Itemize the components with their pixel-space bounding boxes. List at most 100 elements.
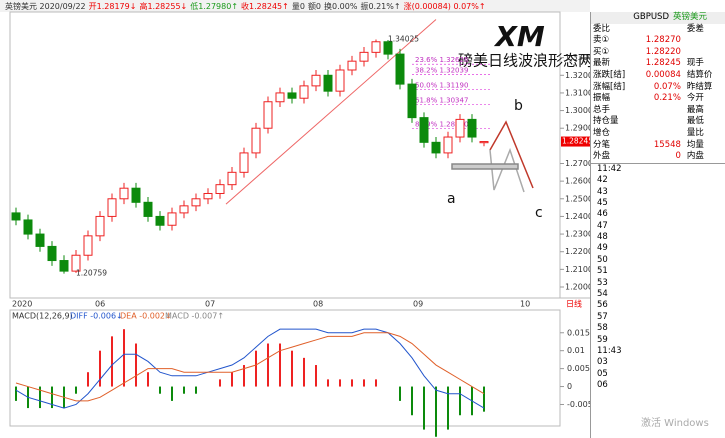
- trendline: [225, 19, 437, 205]
- header-amplitude: 振0.21%↑: [360, 1, 400, 11]
- candle-body: [131, 187, 141, 203]
- row-value: 1.28245: [645, 58, 681, 69]
- y-tick-label: 1.29000: [565, 124, 590, 133]
- tick-time: 48: [597, 232, 608, 243]
- candle-body: [167, 212, 177, 226]
- overlay-title: 磅美日线波浪形态两种路径: [458, 52, 590, 70]
- candle-body: [59, 260, 69, 272]
- candle-body: [467, 118, 477, 138]
- wave-label: a: [447, 191, 456, 207]
- quote-row: 增仓 量比: [591, 128, 725, 140]
- quote-row: 委比 委差: [591, 24, 725, 36]
- row-label: 最高: [686, 104, 704, 115]
- header-symbol_date: 英镑美元 2020/09/22: [5, 1, 86, 11]
- candle-body: [275, 92, 285, 103]
- header-turnover: 换0.00%: [324, 1, 358, 11]
- row-value: 0: [675, 151, 681, 162]
- y-tick-label: 1.22000: [565, 247, 590, 256]
- row-value: 0.21%: [653, 93, 681, 104]
- quote-row: 持仓量 最低: [591, 116, 725, 128]
- diff-line: [15, 328, 485, 409]
- candle-body: [11, 212, 21, 221]
- row-label: 现手: [686, 58, 704, 69]
- quote-row: 卖① 1.28270: [591, 35, 725, 47]
- tick-time: 46: [597, 209, 608, 220]
- row-value: 0.00084: [645, 69, 681, 80]
- candle-body: [359, 51, 369, 62]
- candle-body: [299, 85, 309, 99]
- chart-area: 英镑美元 2020/09/22 开1.28179↓ 高1.28255↓ 低1.2798…: [0, 0, 590, 437]
- quote-row: 总手 最高: [591, 105, 725, 117]
- candle-body: [311, 74, 321, 87]
- candle-body: [95, 215, 105, 237]
- row-value: 15548: [653, 139, 681, 150]
- header-low: 低1.27980↑: [190, 1, 238, 11]
- row-value: 1.28270: [645, 35, 681, 46]
- watermark: 激活 Windows: [641, 418, 709, 429]
- row-label: 振幅: [593, 93, 611, 104]
- path-grey: [489, 147, 525, 193]
- row-label: 总手: [593, 104, 611, 115]
- row-label: 结算价: [686, 69, 713, 80]
- tick-time: 45: [597, 197, 608, 208]
- row-label: 外盘: [593, 151, 611, 162]
- header-close: 收1.28245↑: [241, 1, 289, 11]
- header-change: 涨(0.00084) 0.07%↑: [404, 1, 486, 11]
- candle-body: [35, 233, 45, 247]
- last-price-tag: 1.28245: [562, 137, 590, 146]
- date-label: 07: [205, 300, 215, 309]
- y-tick-label: 1.30000: [565, 106, 590, 115]
- tick-list: 11:42 42 43 45 46 47 48 49 50 51 53 54 56 57 58 59 11:43…: [591, 162, 725, 392]
- low-label: 1.20759: [76, 269, 107, 278]
- candle-body: [83, 235, 93, 256]
- candle-body: [371, 41, 381, 53]
- row-label: 涨跌[结]: [593, 69, 626, 80]
- candle-body: [443, 136, 453, 154]
- row-label: 均量: [686, 139, 704, 150]
- candle-body: [287, 92, 297, 99]
- candle-body: [395, 53, 405, 85]
- wave-label: c: [535, 205, 543, 221]
- quote-row: 分笔 15548 均量: [591, 140, 725, 152]
- wave-label: b: [514, 98, 523, 114]
- y-tick-label: 0: [567, 382, 572, 391]
- row-label: 最低: [686, 116, 704, 127]
- row-label: 分笔: [593, 139, 611, 150]
- y-tick-label: 0.01: [567, 346, 585, 355]
- row-value: [632, 24, 681, 36]
- candle-body: [215, 184, 225, 194]
- diff-label: DIFF -0.006↓: [70, 312, 123, 321]
- y-tick-label: 1.27000: [565, 159, 590, 168]
- candle-body: [323, 74, 333, 92]
- tick-time: 03: [597, 357, 608, 368]
- row-label: 卖①: [593, 35, 610, 46]
- quote-row: 买① 1.28220: [591, 47, 725, 59]
- row-label: 量比: [686, 127, 704, 138]
- y-tick-label: -0.005: [567, 400, 590, 409]
- row-value: 0.07%: [653, 81, 681, 92]
- y-tick-label: 1.25000: [565, 194, 590, 203]
- tick-time: 47: [597, 220, 608, 231]
- candle-body: [479, 141, 489, 144]
- y-tick-label: 1.32000: [565, 71, 590, 80]
- row-label: [681, 35, 725, 47]
- candle-body: [455, 118, 465, 138]
- tick-time: 54: [597, 289, 608, 300]
- quote-panel: GBPUSD 英镑美元 委比 委差 卖① 1.28270 买① 1.28220 最新 1.282…: [590, 12, 725, 438]
- row-value: [632, 128, 681, 140]
- fib-label: 80.9% 1.28980: [415, 121, 468, 129]
- candle-body: [419, 117, 429, 143]
- macd-label: MACD -0.007↑: [165, 312, 224, 321]
- date-label: 08: [313, 300, 323, 309]
- tick-time: 11:42: [597, 163, 622, 174]
- candle-body: [179, 205, 189, 214]
- header-high: 高1.28255↓: [139, 1, 187, 11]
- tick-time: 06: [597, 380, 608, 391]
- y-tick-label: 1.23000: [565, 230, 590, 239]
- tick-time: 57: [597, 311, 608, 322]
- quote-row: 涨幅[结] 0.07% 昨结算: [591, 82, 725, 94]
- date-label: 日线: [566, 299, 582, 309]
- fib-label: 50.0% 1.31190: [415, 82, 468, 90]
- tick-time: 11:43: [597, 345, 622, 356]
- logo: XM: [493, 20, 545, 53]
